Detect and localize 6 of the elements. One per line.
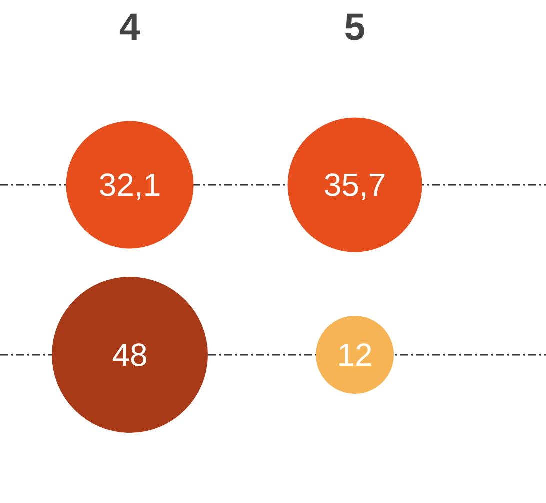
data-label: 32,1 xyxy=(98,167,162,204)
data-label: 12 xyxy=(337,337,373,374)
category-label: 4 xyxy=(119,7,141,49)
data-label: 35,7 xyxy=(324,167,386,204)
category-label: 5 xyxy=(344,7,366,49)
data-label: 48 xyxy=(112,337,148,374)
